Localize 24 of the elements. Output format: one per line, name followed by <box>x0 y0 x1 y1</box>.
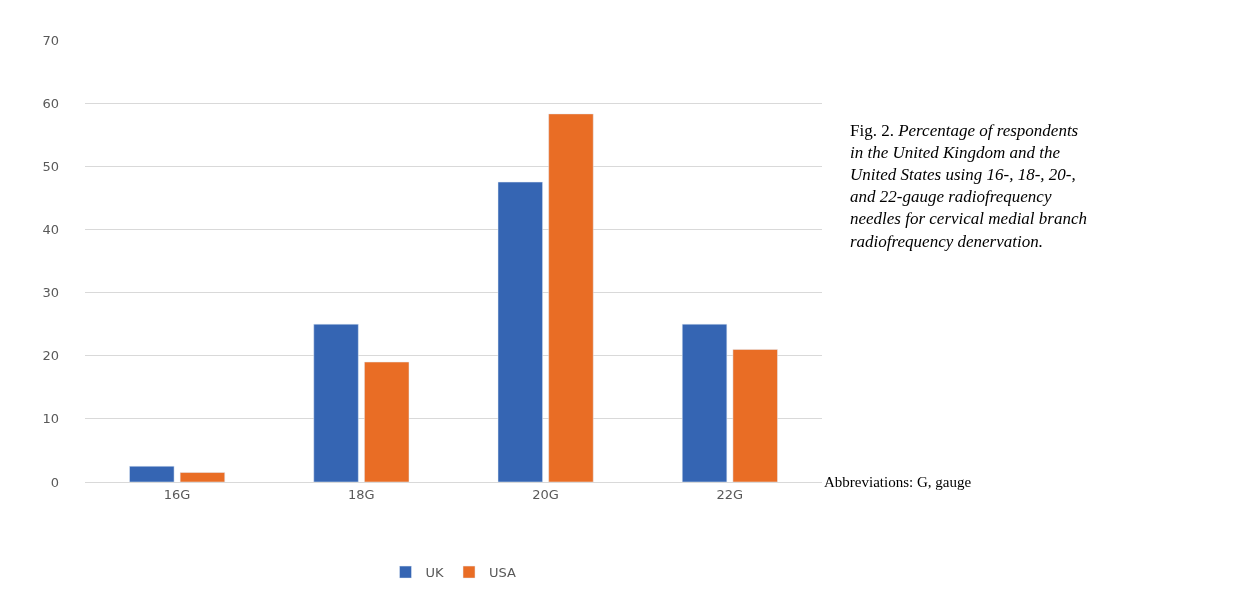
text: Abbreviations: G, gauge <box>824 474 972 490</box>
bar <box>497 181 543 482</box>
y-tick-label: 70 <box>42 32 59 48</box>
bar <box>548 113 594 482</box>
legend-label: USA <box>489 565 517 581</box>
bar <box>682 323 728 482</box>
y-tick-label: 40 <box>42 221 59 237</box>
x-tick-label: 20G <box>532 486 559 502</box>
legend-label: UK <box>425 565 445 581</box>
bar <box>732 349 778 482</box>
y-tick-label: 0 <box>50 474 59 490</box>
x-tick-label: 18G <box>348 486 375 502</box>
y-tick-label: 10 <box>42 411 59 427</box>
caption: Fig. 2. Percentage of respondents in the United Kingdom and the United States using 16-, 18-, 20-, and 22-gauge radiofrequency needles for cervical medial branch radiofrequency denervation. <box>850 121 1087 251</box>
bar <box>129 465 175 482</box>
y-tick-label: 20 <box>42 348 59 364</box>
y-tick-label: 50 <box>42 158 59 174</box>
bar <box>179 472 225 482</box>
y-tick-label: 30 <box>42 285 59 301</box>
y-tick-label: 60 <box>42 95 59 111</box>
bar <box>364 361 410 482</box>
bar <box>313 323 359 482</box>
x-tick-label: 16G <box>163 486 191 502</box>
x-tick-label: 22G <box>716 486 744 502</box>
